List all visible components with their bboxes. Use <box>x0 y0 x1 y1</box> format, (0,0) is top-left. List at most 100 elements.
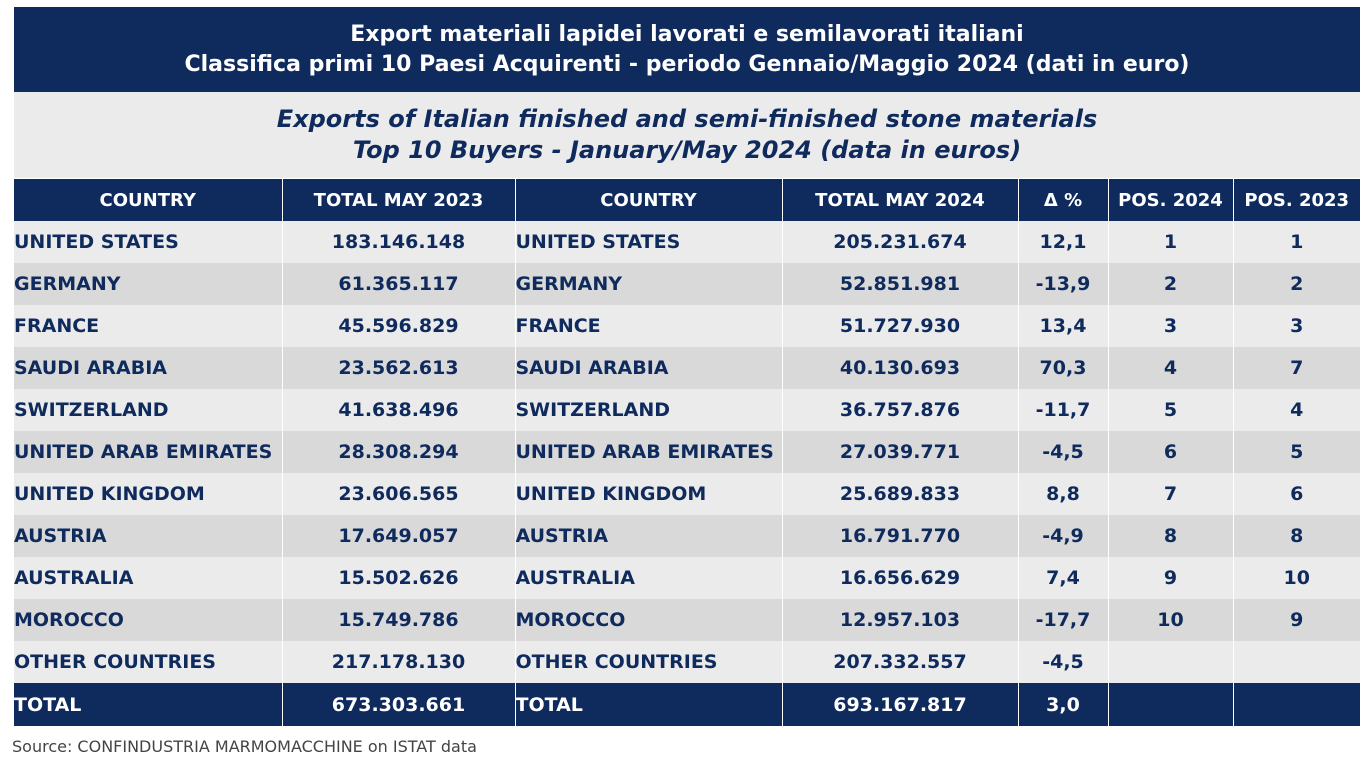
header-country-2024: COUNTRY <box>515 179 783 221</box>
cell-delta-percent: 13,4 <box>1018 305 1109 347</box>
cell-total-2024: 16.791.770 <box>782 515 1019 557</box>
table-row: AUSTRIA 17.649.057 AUSTRIA 16.791.770 -4,9 8 8 <box>14 515 1360 557</box>
cell-country-2024: AUSTRIA <box>515 515 783 557</box>
cell-total-2024: 205.231.674 <box>782 221 1019 263</box>
table-body: UNITED STATES 183.146.148 UNITED STATES 205… <box>14 221 1360 683</box>
total-value-2023: 673.303.661 <box>282 683 516 726</box>
table-row: SAUDI ARABIA 23.562.613 SAUDI ARABIA 40.130… <box>14 347 1360 389</box>
table-row: OTHER COUNTRIES 217.178.130 OTHER COUNTRIE… <box>14 641 1360 683</box>
cell-total-2023: 23.606.565 <box>282 473 516 515</box>
cell-pos-2023: 5 <box>1233 431 1360 473</box>
cell-country-2024: UNITED ARAB EMIRATES <box>515 431 783 473</box>
source-note: Source: CONFINDUSTRIA MARMOMACCHINE on I… <box>12 737 477 756</box>
cell-country-2023: AUSTRIA <box>14 515 283 557</box>
header-total-2024: TOTAL MAY 2024 <box>782 179 1019 221</box>
table-row: MOROCCO 15.749.786 MOROCCO 12.957.103 -17,7 1… <box>14 599 1360 641</box>
total-row: TOTAL 673.303.661 TOTAL 693.167.817 3,0 <box>14 683 1360 726</box>
cell-total-2024: 207.332.557 <box>782 641 1019 683</box>
italian-title-banner: Export materiali lapidei lavorati e semi… <box>14 7 1360 92</box>
table-footer: TOTAL 673.303.661 TOTAL 693.167.817 3,0 <box>14 683 1360 726</box>
cell-country-2024: SAUDI ARABIA <box>515 347 783 389</box>
cell-country-2023: OTHER COUNTRIES <box>14 641 283 683</box>
cell-total-2023: 15.749.786 <box>282 599 516 641</box>
cell-pos-2024: 3 <box>1108 305 1234 347</box>
cell-country-2024: MOROCCO <box>515 599 783 641</box>
total-pos-2023 <box>1233 683 1360 726</box>
english-title-banner: Exports of Italian finished and semi-fin… <box>14 92 1360 178</box>
cell-country-2024: UNITED STATES <box>515 221 783 263</box>
cell-delta-percent: -13,9 <box>1018 263 1109 305</box>
table-header: COUNTRY TOTAL MAY 2023 COUNTRY TOTAL MAY… <box>14 179 1360 221</box>
cell-country-2024: FRANCE <box>515 305 783 347</box>
total-label-2024: TOTAL <box>515 683 783 726</box>
cell-delta-percent: -4,5 <box>1018 641 1109 683</box>
header-delta-percent: Δ % <box>1018 179 1109 221</box>
cell-country-2024: OTHER COUNTRIES <box>515 641 783 683</box>
cell-country-2023: GERMANY <box>14 263 283 305</box>
cell-pos-2024: 1 <box>1108 221 1234 263</box>
cell-delta-percent: 8,8 <box>1018 473 1109 515</box>
cell-total-2023: 183.146.148 <box>282 221 516 263</box>
header-total-2023: TOTAL MAY 2023 <box>282 179 516 221</box>
cell-total-2023: 15.502.626 <box>282 557 516 599</box>
cell-country-2023: UNITED STATES <box>14 221 283 263</box>
cell-total-2023: 23.562.613 <box>282 347 516 389</box>
cell-pos-2023: 8 <box>1233 515 1360 557</box>
cell-country-2023: SWITZERLAND <box>14 389 283 431</box>
cell-delta-percent: 12,1 <box>1018 221 1109 263</box>
cell-pos-2023: 1 <box>1233 221 1360 263</box>
english-title-line-2: Top 10 Buyers - January/May 2024 (data i… <box>352 136 1022 164</box>
cell-country-2023: MOROCCO <box>14 599 283 641</box>
cell-delta-percent: -4,5 <box>1018 431 1109 473</box>
cell-country-2024: SWITZERLAND <box>515 389 783 431</box>
cell-pos-2023: 3 <box>1233 305 1360 347</box>
header-row: COUNTRY TOTAL MAY 2023 COUNTRY TOTAL MAY… <box>14 179 1360 221</box>
header-pos-2024: POS. 2024 <box>1108 179 1234 221</box>
cell-country-2023: FRANCE <box>14 305 283 347</box>
cell-total-2023: 17.649.057 <box>282 515 516 557</box>
cell-total-2023: 41.638.496 <box>282 389 516 431</box>
cell-total-2023: 45.596.829 <box>282 305 516 347</box>
cell-pos-2023: 10 <box>1233 557 1360 599</box>
cell-total-2024: 16.656.629 <box>782 557 1019 599</box>
cell-pos-2024: 5 <box>1108 389 1234 431</box>
total-pos-2024 <box>1108 683 1234 726</box>
header-country-2023: COUNTRY <box>14 179 283 221</box>
italian-title-line-1: Export materiali lapidei lavorati e semi… <box>350 21 1024 47</box>
cell-pos-2024 <box>1108 641 1234 683</box>
table-row: UNITED STATES 183.146.148 UNITED STATES 205… <box>14 221 1360 263</box>
cell-country-2023: UNITED ARAB EMIRATES <box>14 431 283 473</box>
cell-delta-percent: -4,9 <box>1018 515 1109 557</box>
table-row: AUSTRALIA 15.502.626 AUSTRALIA 16.656.629 7,… <box>14 557 1360 599</box>
cell-pos-2024: 7 <box>1108 473 1234 515</box>
cell-delta-percent: 7,4 <box>1018 557 1109 599</box>
cell-country-2024: AUSTRALIA <box>515 557 783 599</box>
cell-total-2024: 51.727.930 <box>782 305 1019 347</box>
cell-total-2023: 217.178.130 <box>282 641 516 683</box>
total-value-2024: 693.167.817 <box>782 683 1019 726</box>
header-pos-2023: POS. 2023 <box>1233 179 1360 221</box>
cell-pos-2024: 2 <box>1108 263 1234 305</box>
total-delta-percent: 3,0 <box>1018 683 1109 726</box>
cell-pos-2023: 4 <box>1233 389 1360 431</box>
cell-pos-2023: 2 <box>1233 263 1360 305</box>
cell-pos-2023: 9 <box>1233 599 1360 641</box>
cell-delta-percent: -11,7 <box>1018 389 1109 431</box>
exports-table: COUNTRY TOTAL MAY 2023 COUNTRY TOTAL MAY… <box>14 179 1360 726</box>
cell-pos-2024: 8 <box>1108 515 1234 557</box>
cell-total-2023: 28.308.294 <box>282 431 516 473</box>
cell-total-2023: 61.365.117 <box>282 263 516 305</box>
table-row: GERMANY 61.365.117 GERMANY 52.851.981 -13,9 2… <box>14 263 1360 305</box>
cell-pos-2023 <box>1233 641 1360 683</box>
cell-total-2024: 52.851.981 <box>782 263 1019 305</box>
english-title-line-1: Exports of Italian finished and semi-fin… <box>276 105 1098 133</box>
cell-country-2023: AUSTRALIA <box>14 557 283 599</box>
cell-pos-2024: 4 <box>1108 347 1234 389</box>
table-row: UNITED KINGDOM 23.606.565 UNITED KINGDOM 25… <box>14 473 1360 515</box>
cell-pos-2023: 6 <box>1233 473 1360 515</box>
cell-country-2024: UNITED KINGDOM <box>515 473 783 515</box>
cell-pos-2024: 6 <box>1108 431 1234 473</box>
cell-total-2024: 36.757.876 <box>782 389 1019 431</box>
cell-total-2024: 40.130.693 <box>782 347 1019 389</box>
cell-delta-percent: 70,3 <box>1018 347 1109 389</box>
